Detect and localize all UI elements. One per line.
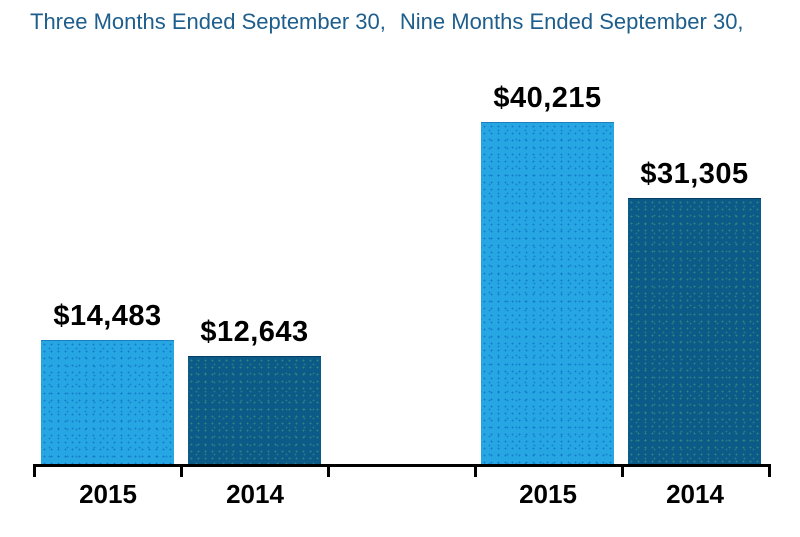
x-axis-label-nine-months-2015: 2015 <box>519 479 577 509</box>
x-axis-label-three-months-2014: 2014 <box>226 479 284 509</box>
x-axis-tick <box>621 464 624 477</box>
x-axis-label-three-months-2015: 2015 <box>79 479 137 509</box>
bar-nine-months-2014: $31,305 <box>628 158 761 464</box>
bar-nine-months-2015: $40,215 <box>481 82 614 464</box>
bar-value-label: $12,643 <box>200 316 309 348</box>
x-axis-line <box>33 464 771 467</box>
x-axis-tick <box>33 464 36 477</box>
bar-value-label: $31,305 <box>640 158 749 190</box>
bar-three-months-2014: $12,643 <box>188 316 321 464</box>
x-axis-label-nine-months-2014: 2014 <box>666 479 724 509</box>
bar-three-months-2015: $14,483 <box>41 300 174 464</box>
x-axis-tick <box>768 464 771 477</box>
bar-value-label: $40,215 <box>493 82 602 114</box>
x-axis-tick <box>180 464 183 477</box>
x-axis-tick <box>327 464 330 477</box>
group-title-three-months: Three Months Ended September 30, <box>30 9 386 34</box>
group-title-nine-months: Nine Months Ended September 30, <box>399 9 744 34</box>
x-axis-tick <box>474 464 477 477</box>
chart-title: Three Months Ended September 30, Nine Mon… <box>30 10 744 34</box>
bar-value-label: $14,483 <box>53 300 162 332</box>
